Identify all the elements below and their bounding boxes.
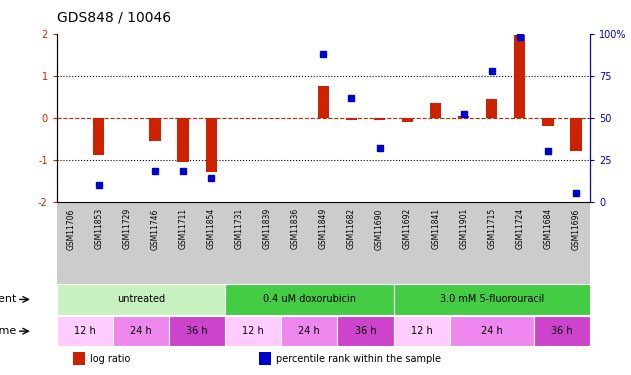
Text: agent: agent	[0, 294, 17, 304]
Bar	[113, 316, 169, 346]
Bar	[169, 316, 225, 346]
Bar	[57, 284, 225, 315]
Text: GSM11711: GSM11711	[179, 208, 187, 249]
Bar	[177, 118, 189, 162]
Text: GSM11731: GSM11731	[235, 208, 244, 249]
Bar	[225, 284, 394, 315]
Text: GSM11692: GSM11692	[403, 208, 412, 249]
Bar	[206, 118, 217, 172]
Bar	[542, 118, 553, 126]
Bar	[486, 99, 497, 118]
Bar	[430, 103, 441, 118]
Text: 0.4 uM doxorubicin: 0.4 uM doxorubicin	[263, 294, 356, 304]
Text: GDS848 / 10046: GDS848 / 10046	[57, 10, 171, 24]
Bar	[394, 316, 450, 346]
Bar	[150, 118, 161, 141]
Text: 12 h: 12 h	[242, 326, 264, 336]
Bar	[57, 316, 113, 346]
Bar	[402, 118, 413, 122]
Text: GSM11682: GSM11682	[347, 208, 356, 249]
Bar	[534, 316, 590, 346]
Bar	[73, 352, 85, 365]
Text: GSM11715: GSM11715	[487, 208, 496, 249]
Bar	[514, 35, 526, 118]
Text: GSM11901: GSM11901	[459, 208, 468, 249]
Bar	[346, 118, 357, 120]
Bar	[394, 284, 590, 315]
Text: GSM11724: GSM11724	[516, 208, 524, 249]
Text: GSM11729: GSM11729	[122, 208, 131, 249]
Text: 36 h: 36 h	[551, 326, 573, 336]
Text: time: time	[0, 326, 17, 336]
Text: 24 h: 24 h	[481, 326, 503, 336]
Text: GSM11854: GSM11854	[206, 208, 216, 249]
Text: 12 h: 12 h	[74, 326, 96, 336]
Text: 24 h: 24 h	[130, 326, 152, 336]
Text: log ratio: log ratio	[90, 354, 130, 364]
Bar	[225, 316, 281, 346]
Text: 12 h: 12 h	[411, 326, 432, 336]
Text: GSM11841: GSM11841	[431, 208, 440, 249]
Text: GSM11849: GSM11849	[319, 208, 328, 249]
Text: GSM11696: GSM11696	[572, 208, 581, 249]
Bar	[259, 352, 271, 365]
Bar	[281, 316, 338, 346]
Text: GSM11690: GSM11690	[375, 208, 384, 249]
Text: GSM11853: GSM11853	[95, 208, 103, 249]
Bar	[458, 116, 469, 118]
Text: GSM11836: GSM11836	[291, 208, 300, 249]
Bar	[318, 86, 329, 118]
Text: GSM11839: GSM11839	[262, 208, 272, 249]
Bar	[374, 118, 385, 120]
Text: GSM11684: GSM11684	[543, 208, 552, 249]
Text: GSM11746: GSM11746	[151, 208, 160, 249]
Bar	[338, 316, 394, 346]
Text: untreated: untreated	[117, 294, 165, 304]
Text: percentile rank within the sample: percentile rank within the sample	[276, 354, 442, 364]
Bar	[570, 118, 582, 151]
Text: 36 h: 36 h	[186, 326, 208, 336]
Text: GSM11706: GSM11706	[66, 208, 75, 249]
Bar	[450, 316, 534, 346]
Text: 24 h: 24 h	[298, 326, 320, 336]
Bar	[93, 118, 105, 155]
Text: 3.0 mM 5-fluorouracil: 3.0 mM 5-fluorouracil	[440, 294, 544, 304]
Text: 36 h: 36 h	[355, 326, 376, 336]
